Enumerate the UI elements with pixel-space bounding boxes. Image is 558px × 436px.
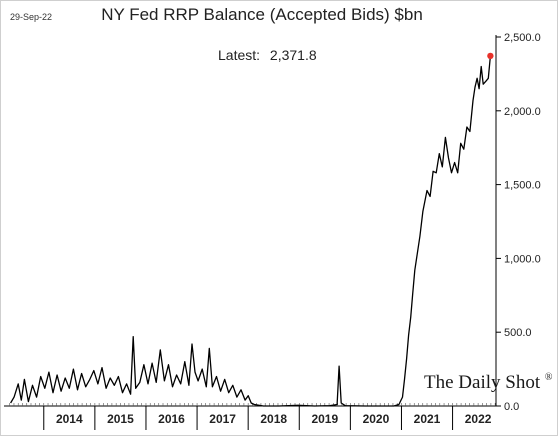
series-line [10,55,492,407]
watermark-text: The Daily Shot [424,372,541,393]
y-tick-label: 2,500.0 [504,32,541,44]
y-tick-label: 1,500.0 [504,180,541,192]
y-tick-label: 0.0 [504,401,519,413]
latest-point [487,52,494,60]
chart-title: NY Fed RRP Balance (Accepted Bids) $bn [101,5,423,24]
date-stamp: 29-Sep-22 [10,12,52,22]
y-axis: 0.0 500.0 1,000.0 1,500.0 2,000.0 2,500.0 [495,32,541,413]
x-tick-label: 2022 [465,412,492,426]
x-tick-label: 2020 [363,412,390,426]
x-tick-label: 2019 [311,412,338,426]
plot-area [10,52,494,407]
watermark-mark: ® [545,372,553,383]
latest-value: 2,371.8 [270,47,317,63]
x-tick-label: 2014 [56,412,83,426]
x-tick-label: 2015 [107,412,134,426]
latest-annotation: Latest: 2,371.8 [218,47,317,63]
latest-label: Latest: [218,47,260,63]
x-tick-label: 2017 [209,412,236,426]
x-tick-label: 2018 [260,412,287,426]
y-tick-label: 1,000.0 [504,253,541,265]
y-tick-label: 2,000.0 [504,106,541,118]
x-tick-label: 2021 [414,412,441,426]
watermark: The Daily Shot ® [424,372,553,393]
y-tick-label: 500.0 [504,327,532,339]
x-axis: 2014 2015 2016 2017 2018 2019 2020 2021 2022 [4,403,496,430]
x-tick-label: 2016 [158,412,185,426]
